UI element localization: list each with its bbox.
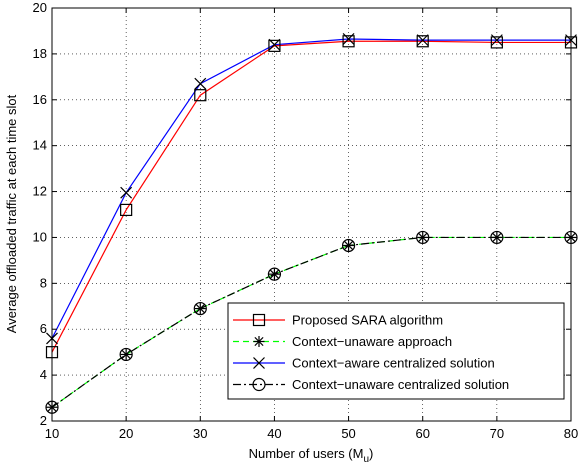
data-point-s0 <box>490 36 503 49</box>
plot-frame <box>51 7 572 422</box>
series-line-2 <box>51 38 571 339</box>
data-point-s0 <box>120 203 133 217</box>
y-axis-label: Average offloaded traffic at each time s… <box>4 94 19 333</box>
y-tick-label: 18 <box>33 46 47 61</box>
y-tick-label: 16 <box>33 92 47 107</box>
legend-marker-3 <box>252 377 266 392</box>
y-tick-label: 10 <box>33 229 47 244</box>
legend-box <box>227 302 565 400</box>
series-line-0 <box>51 40 571 353</box>
series-line-3 <box>51 236 571 408</box>
y-tick-label: 20 <box>33 0 47 15</box>
data-point-s2 <box>416 34 429 47</box>
data-point-s3 <box>119 347 133 362</box>
x-tick-label: 50 <box>341 426 355 441</box>
data-point-s2 <box>194 77 207 90</box>
legend-label-2: Context−aware centralized solution <box>292 356 495 371</box>
data-point-s2 <box>342 33 355 45</box>
data-point-s1 <box>491 231 503 243</box>
data-point-s3 <box>267 267 282 281</box>
data-point-s1 <box>194 303 206 315</box>
legend-marker-0 <box>252 313 266 327</box>
x-tick-label: 70 <box>490 426 504 441</box>
x-tick-label: 60 <box>415 426 429 441</box>
data-point-s2 <box>120 186 133 199</box>
y-tick-label: 14 <box>33 138 47 153</box>
data-point-s1 <box>268 268 280 280</box>
data-point-s3 <box>416 230 430 245</box>
y-tick-label: 12 <box>33 184 47 199</box>
data-point-s0 <box>416 35 429 48</box>
y-tick-label: 2 <box>40 413 47 428</box>
data-point-s0 <box>194 89 207 102</box>
x-tick-label: 30 <box>193 426 207 441</box>
x-tick-label: 40 <box>267 426 281 441</box>
axis-ticks: 10 20 30 40 50 60 70 80 2 4 6 8 10 12 14 16 18 20 <box>33 0 579 441</box>
legend: Proposed SARA algorithm Context−unaware a… <box>227 302 565 400</box>
legend-label-1: Context−unaware approach <box>292 334 452 349</box>
x-tick-label: 20 <box>119 426 133 441</box>
legend-label-0: Proposed SARA algorithm <box>292 313 443 328</box>
data-point-s3 <box>490 230 504 245</box>
data-point-s2 <box>268 38 281 51</box>
x-tick-label: 80 <box>564 426 578 441</box>
legend-marker-1 <box>253 336 265 347</box>
data-point-s1 <box>417 231 429 243</box>
x-axis-label: Number of users (Mu) <box>249 446 374 465</box>
data-point-s1 <box>120 348 132 360</box>
data-point-s0 <box>342 35 355 48</box>
data-point-s1 <box>343 239 355 251</box>
data-point-s3 <box>193 301 207 316</box>
data-point-s2 <box>490 34 503 47</box>
legend-marker-2 <box>253 357 265 369</box>
data-point-s0 <box>268 39 281 52</box>
y-tick-label: 8 <box>40 275 47 290</box>
legend-label-3: Context−unaware centralized solution <box>292 377 509 392</box>
data-point-s3 <box>341 238 356 253</box>
y-tick-label: 6 <box>40 321 47 336</box>
x-tick-label: 10 <box>45 426 59 441</box>
y-tick-label: 4 <box>40 367 47 382</box>
series-lines <box>45 33 578 414</box>
